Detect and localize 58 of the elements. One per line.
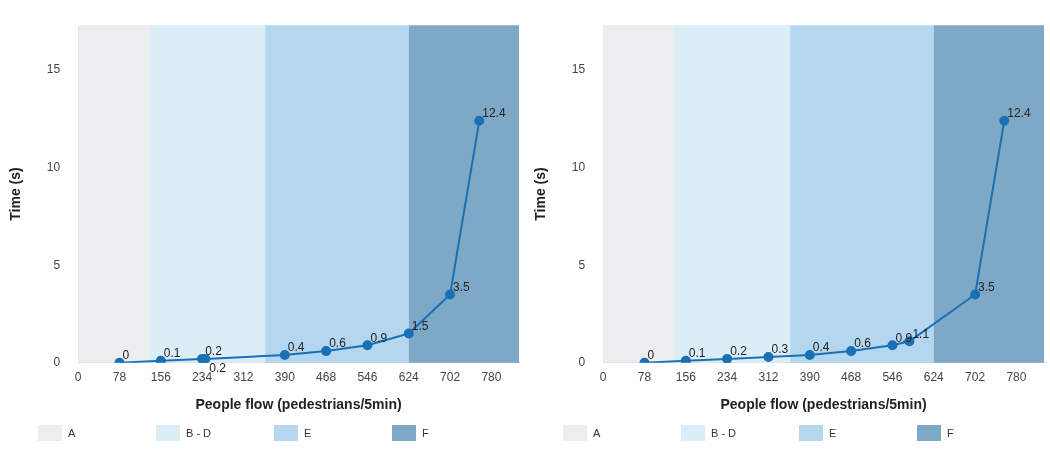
legend-label: E	[304, 427, 312, 439]
data-label: 0	[647, 348, 655, 363]
data-label: 0.2	[730, 344, 748, 359]
x-tick-label: 0	[599, 370, 607, 385]
data-label: 0.6	[329, 336, 347, 351]
data-label: 0.1	[163, 346, 181, 361]
x-tick-label: 390	[274, 370, 296, 385]
legend-label: F	[947, 427, 954, 439]
x-tick-label: 156	[150, 370, 172, 385]
data-label: 12.4	[1007, 106, 1031, 121]
legend-label: B - D	[186, 427, 212, 439]
x-axis-title: People flow (pedestrians/5min)	[720, 396, 927, 413]
y-tick-label: 10	[46, 159, 61, 174]
data-label: 0.3	[771, 342, 789, 357]
x-tick-label: 0	[74, 370, 82, 385]
x-tick-label: 468	[316, 370, 337, 385]
x-tick-label: 546	[882, 370, 903, 385]
y-tick-label: 5	[53, 257, 61, 272]
x-tick-label: 390	[799, 370, 821, 385]
x-tick-label: 78	[637, 370, 652, 385]
data-label: 0.9	[370, 330, 388, 345]
legend-label: E	[829, 427, 837, 439]
legend-label: F	[422, 427, 429, 439]
data-label: 0.9	[895, 330, 913, 345]
x-tick-label: 702	[440, 370, 461, 385]
data-label: 0.2	[205, 344, 223, 359]
legend-label: A	[68, 427, 76, 439]
x-axis-title: People flow (pedestrians/5min)	[195, 396, 402, 413]
data-label: 3.5	[453, 279, 471, 294]
x-tick-label: 312	[758, 370, 779, 385]
x-tick-label: 468	[841, 370, 862, 385]
x-tick-label: 156	[675, 370, 697, 385]
data-label: 0	[122, 348, 130, 363]
x-tick-label: 780	[481, 370, 502, 385]
y-axis-title: Time (s)	[532, 167, 549, 221]
data-label: 0.6	[854, 336, 872, 351]
x-tick-label: 624	[923, 370, 945, 385]
legend-label: A	[593, 427, 601, 439]
y-tick-label: 15	[571, 62, 586, 77]
x-tick-label: 78	[112, 370, 127, 385]
legend-label: B - D	[711, 427, 737, 439]
x-tick-label: 234	[717, 370, 738, 385]
data-label: 0.4	[812, 340, 830, 355]
y-tick-label: 15	[46, 62, 61, 77]
y-tick-label: 10	[571, 159, 586, 174]
data-label: 0.1	[688, 346, 706, 361]
x-tick-label: 546	[357, 370, 378, 385]
data-label: 0.4	[287, 340, 305, 355]
x-tick-label: 780	[1006, 370, 1027, 385]
data-label: 3.5	[978, 279, 996, 294]
x-tick-label: 624	[398, 370, 420, 385]
y-tick-label: 0	[53, 355, 61, 370]
y-axis-title: Time (s)	[7, 167, 24, 221]
data-label: 12.4	[482, 106, 506, 121]
x-tick-label: 702	[965, 370, 986, 385]
y-tick-label: 0	[578, 355, 586, 370]
y-tick-label: 5	[578, 257, 586, 272]
x-tick-label: 312	[233, 370, 254, 385]
